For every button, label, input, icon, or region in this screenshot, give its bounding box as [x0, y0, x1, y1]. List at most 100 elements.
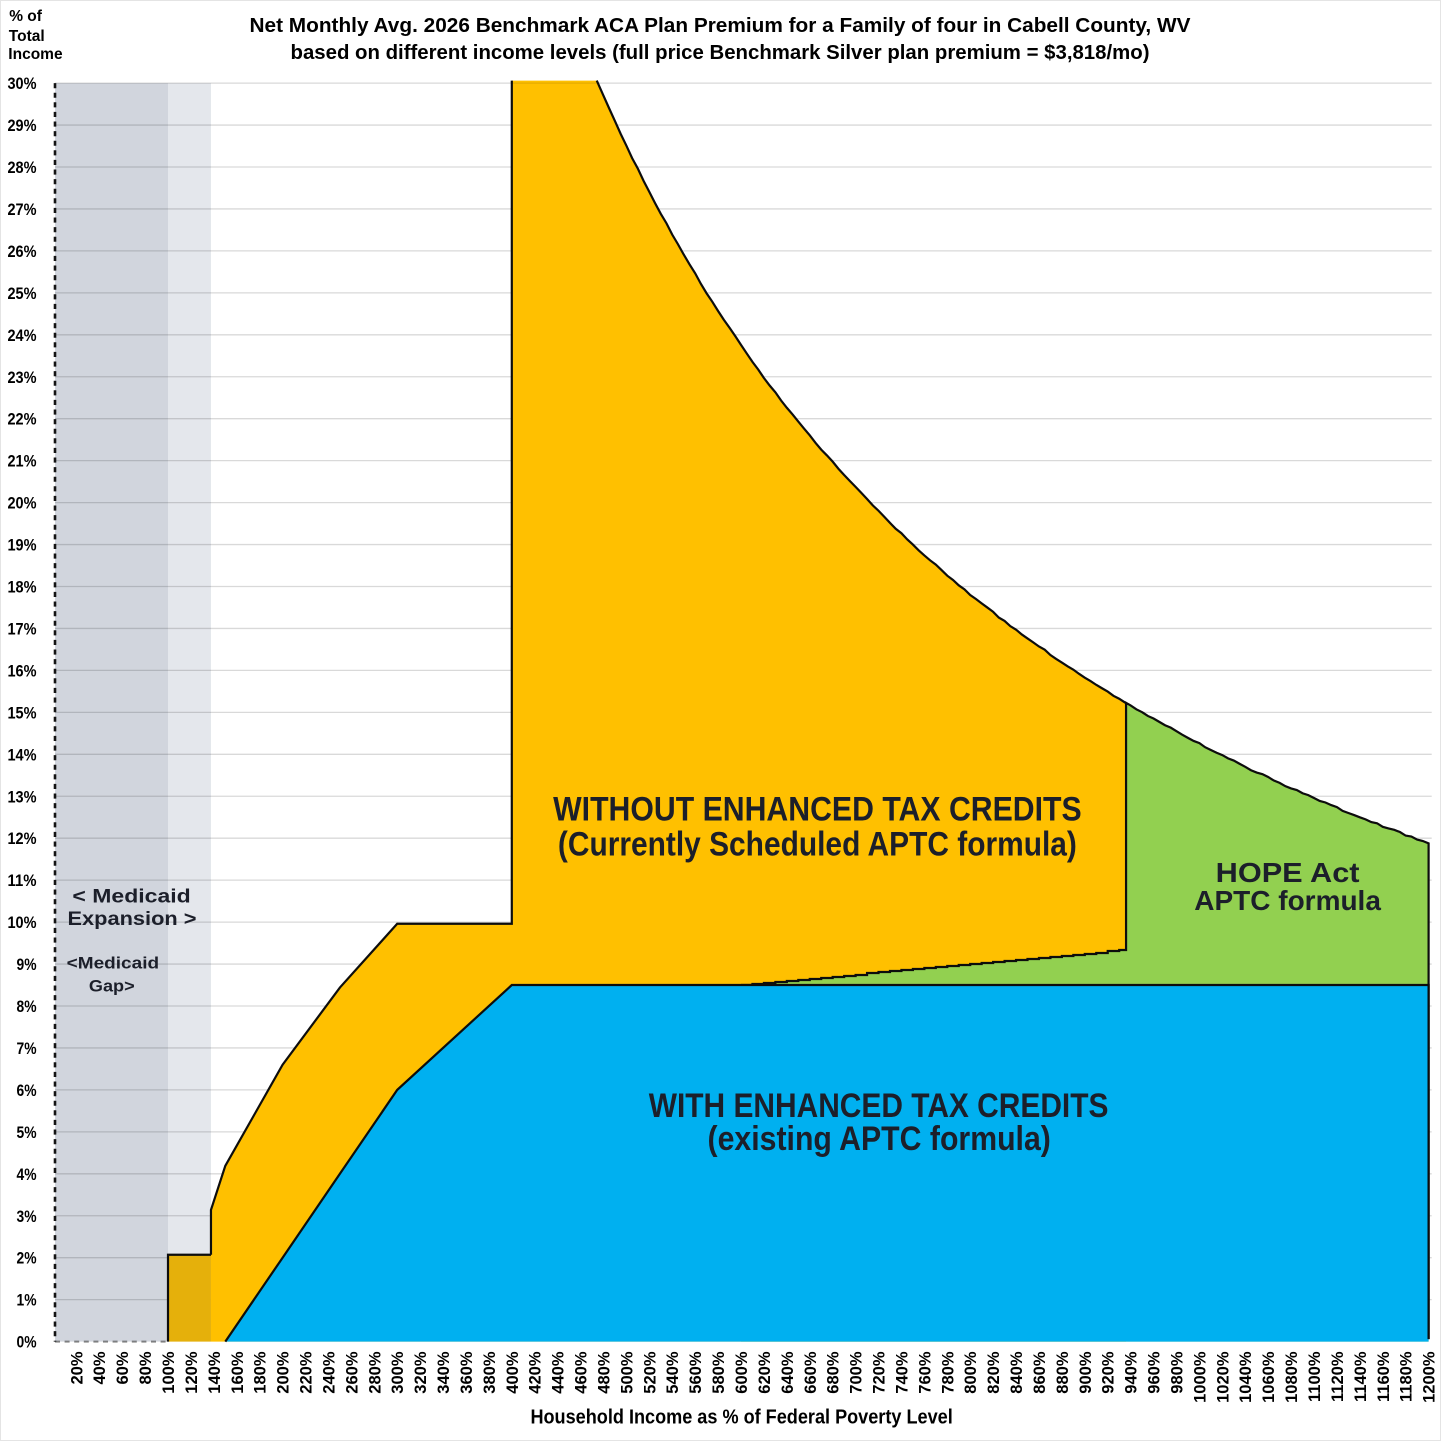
svg-text:4%: 4%: [17, 1166, 37, 1184]
svg-text:500%: 500%: [618, 1351, 636, 1394]
svg-text:1200%: 1200%: [1421, 1351, 1439, 1403]
svg-text:400%: 400%: [504, 1351, 522, 1394]
svg-text:640%: 640%: [779, 1351, 797, 1394]
svg-text:21%: 21%: [8, 453, 37, 471]
svg-text:<Medicaid: <Medicaid: [67, 954, 159, 973]
svg-text:60%: 60%: [114, 1351, 132, 1384]
svg-text:WITHOUT ENHANCED TAX CREDITS: WITHOUT ENHANCED TAX CREDITS: [553, 791, 1082, 829]
svg-text:600%: 600%: [733, 1351, 751, 1394]
svg-text:160%: 160%: [229, 1351, 247, 1394]
svg-text:1160%: 1160%: [1375, 1351, 1393, 1402]
svg-text:580%: 580%: [710, 1351, 728, 1394]
svg-text:14%: 14%: [8, 746, 37, 764]
svg-text:5%: 5%: [17, 1124, 37, 1142]
svg-text:840%: 840%: [1008, 1351, 1026, 1394]
svg-text:WITH ENHANCED TAX CREDITS: WITH ENHANCED TAX CREDITS: [649, 1087, 1109, 1125]
svg-text:16%: 16%: [8, 662, 37, 680]
svg-text:2%: 2%: [17, 1250, 37, 1268]
svg-text:700%: 700%: [848, 1351, 866, 1394]
svg-text:720%: 720%: [871, 1351, 889, 1394]
svg-text:10%: 10%: [8, 914, 37, 932]
svg-text:1180%: 1180%: [1398, 1351, 1416, 1402]
svg-text:27%: 27%: [8, 201, 37, 219]
svg-text:APTC formula: APTC formula: [1194, 885, 1381, 916]
svg-text:1020%: 1020%: [1214, 1351, 1232, 1403]
svg-text:380%: 380%: [481, 1351, 499, 1394]
svg-text:6%: 6%: [17, 1082, 37, 1100]
svg-text:20%: 20%: [68, 1351, 86, 1384]
svg-text:7%: 7%: [17, 1040, 37, 1058]
svg-text:340%: 340%: [435, 1351, 453, 1394]
svg-text:740%: 740%: [893, 1351, 911, 1394]
svg-text:920%: 920%: [1100, 1351, 1118, 1394]
svg-text:680%: 680%: [825, 1351, 843, 1394]
svg-text:100%: 100%: [160, 1351, 178, 1394]
svg-text:8%: 8%: [17, 998, 37, 1016]
svg-text:220%: 220%: [298, 1351, 316, 1394]
svg-text:1%: 1%: [17, 1292, 37, 1310]
svg-text:0%: 0%: [17, 1334, 37, 1352]
svg-text:25%: 25%: [8, 285, 37, 303]
svg-text:(existing APTC formula): (existing APTC formula): [708, 1120, 1051, 1158]
svg-text:% of: % of: [9, 8, 43, 25]
svg-text:(Currently Scheduled APTC form: (Currently Scheduled APTC formula): [558, 826, 1077, 864]
svg-text:26%: 26%: [8, 243, 37, 261]
svg-text:22%: 22%: [8, 411, 37, 429]
svg-text:29%: 29%: [8, 117, 37, 135]
svg-text:1120%: 1120%: [1329, 1351, 1347, 1402]
svg-text:460%: 460%: [573, 1351, 591, 1394]
svg-text:1100%: 1100%: [1306, 1351, 1324, 1402]
svg-text:620%: 620%: [756, 1351, 774, 1394]
svg-text:1040%: 1040%: [1237, 1351, 1255, 1403]
svg-text:660%: 660%: [802, 1351, 820, 1394]
svg-text:240%: 240%: [320, 1351, 338, 1394]
svg-text:120%: 120%: [183, 1351, 201, 1394]
svg-text:19%: 19%: [8, 537, 37, 555]
svg-text:13%: 13%: [8, 788, 37, 806]
svg-text:23%: 23%: [8, 369, 37, 387]
svg-text:24%: 24%: [8, 327, 37, 345]
svg-text:3%: 3%: [17, 1208, 37, 1226]
svg-text:800%: 800%: [962, 1351, 980, 1394]
svg-text:420%: 420%: [527, 1351, 545, 1394]
svg-text:820%: 820%: [985, 1351, 1003, 1394]
svg-text:560%: 560%: [687, 1351, 705, 1394]
svg-text:9%: 9%: [17, 956, 37, 974]
svg-text:30%: 30%: [8, 75, 37, 93]
svg-text:Income: Income: [8, 46, 63, 63]
svg-text:900%: 900%: [1077, 1351, 1095, 1394]
svg-text:140%: 140%: [206, 1351, 224, 1394]
svg-text:12%: 12%: [8, 830, 37, 848]
svg-text:760%: 760%: [916, 1351, 934, 1394]
svg-text:1080%: 1080%: [1283, 1351, 1301, 1403]
svg-text:28%: 28%: [8, 159, 37, 177]
svg-text:1000%: 1000%: [1191, 1351, 1209, 1403]
svg-text:300%: 300%: [389, 1351, 407, 1394]
svg-text:320%: 320%: [412, 1351, 430, 1394]
svg-text:11%: 11%: [8, 872, 37, 890]
svg-text:360%: 360%: [458, 1351, 476, 1394]
svg-text:Gap>: Gap>: [89, 977, 135, 996]
svg-text:20%: 20%: [8, 495, 37, 513]
svg-text:940%: 940%: [1123, 1351, 1141, 1394]
svg-text:17%: 17%: [8, 620, 37, 638]
svg-text:480%: 480%: [595, 1351, 613, 1394]
svg-text:860%: 860%: [1031, 1351, 1049, 1394]
svg-text:80%: 80%: [137, 1351, 155, 1384]
svg-text:540%: 540%: [664, 1351, 682, 1394]
svg-text:Total: Total: [9, 28, 45, 45]
svg-text:based on different income leve: based on different income levels (full p…: [291, 41, 1150, 64]
svg-text:Household Income as % of Feder: Household Income as % of Federal Poverty…: [530, 1407, 952, 1429]
svg-text:980%: 980%: [1168, 1351, 1186, 1394]
svg-text:HOPE Act: HOPE Act: [1216, 857, 1360, 888]
svg-text:440%: 440%: [550, 1351, 568, 1394]
svg-text:880%: 880%: [1054, 1351, 1072, 1394]
svg-text:180%: 180%: [252, 1351, 270, 1394]
svg-text:40%: 40%: [91, 1351, 109, 1384]
svg-text:< Medicaid: < Medicaid: [72, 887, 190, 908]
svg-text:1140%: 1140%: [1352, 1351, 1370, 1402]
svg-text:15%: 15%: [8, 704, 37, 722]
svg-text:280%: 280%: [366, 1351, 384, 1394]
svg-text:1060%: 1060%: [1260, 1351, 1278, 1403]
svg-text:960%: 960%: [1146, 1351, 1164, 1394]
